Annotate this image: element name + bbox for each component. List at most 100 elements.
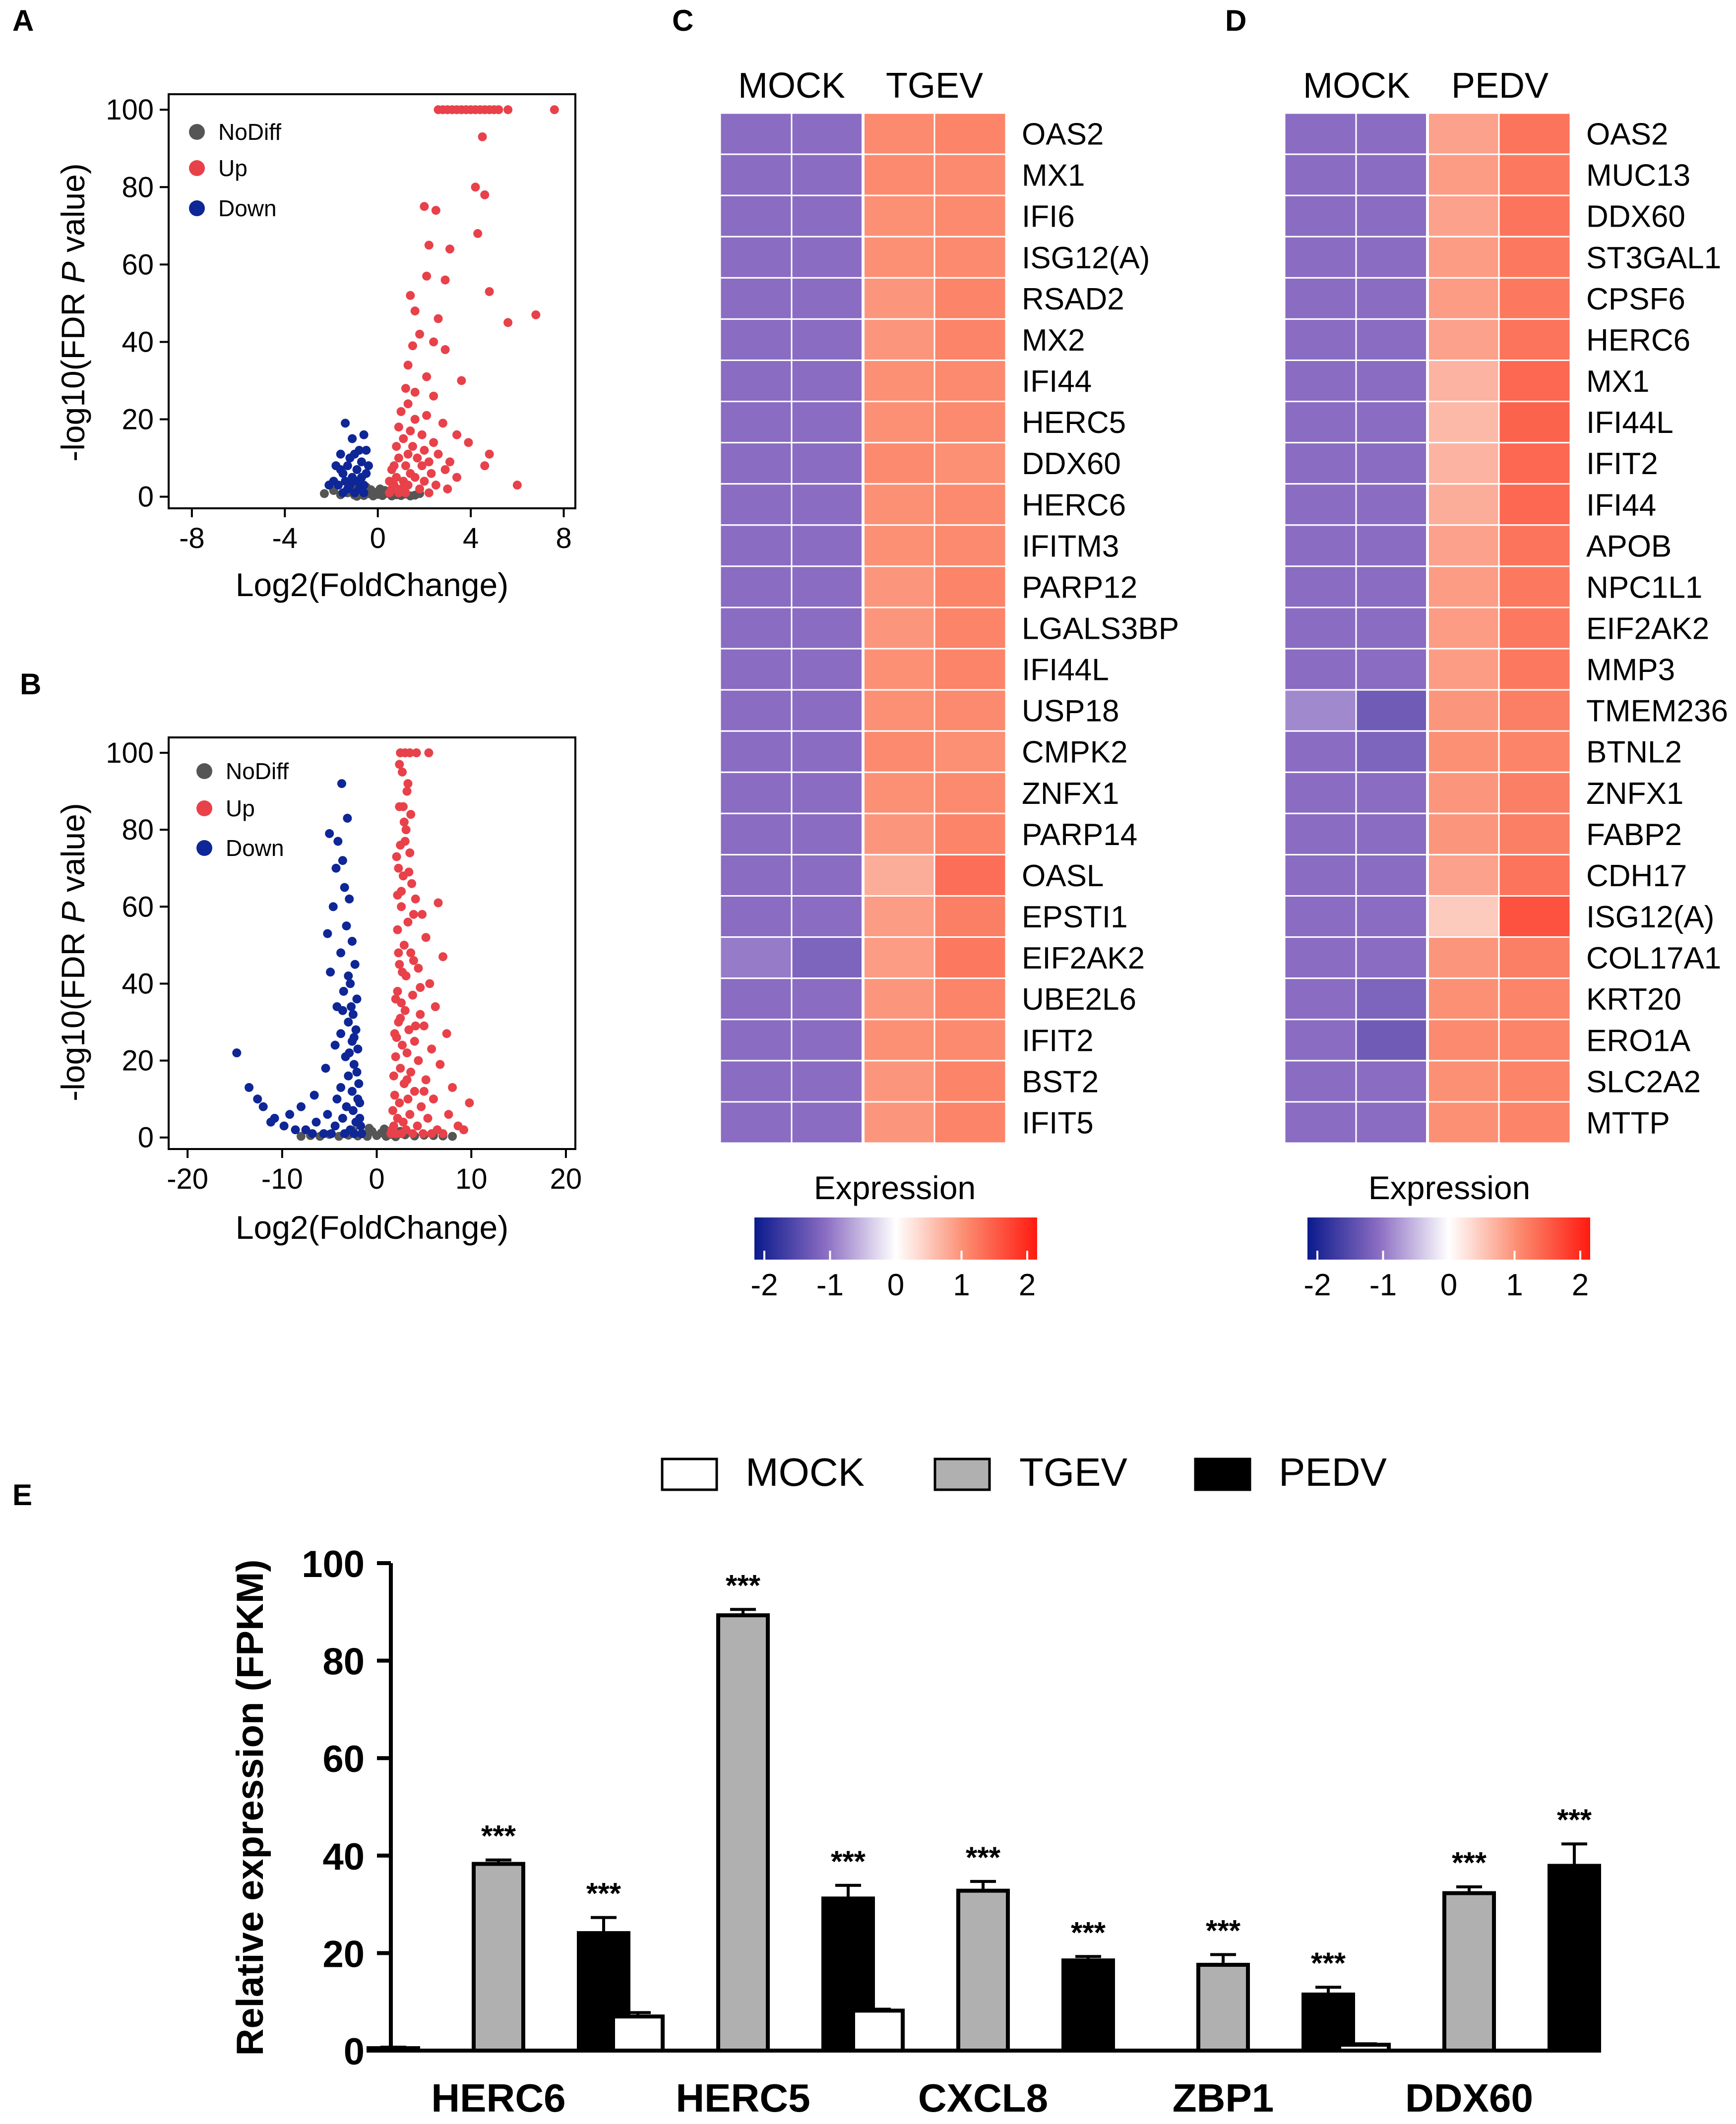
heatmap-cell [791,977,864,1021]
point-up [391,994,400,1004]
heatmap-cell [791,565,864,608]
row-label: CPSF6 [1586,282,1685,316]
point-up [409,956,418,965]
heatmap-cell [1284,359,1357,403]
point-up [403,917,413,927]
point-down [338,1113,347,1123]
scale-tick-label: 2 [1019,1268,1036,1302]
heatmap-cell [1426,730,1500,773]
point-down [285,1110,295,1119]
point-up [406,810,416,819]
heatmap-cell [1355,565,1428,608]
scatter-points [319,105,559,501]
point-up [494,105,503,115]
heatmap-cell [862,153,935,196]
legend-swatch-nodiff [196,763,212,779]
point-up [385,488,394,497]
point-up [410,415,420,424]
legend-swatch-tgev [933,1457,991,1491]
point-up [438,952,448,962]
y-tick-label: 60 [122,891,154,923]
point-down [351,1025,361,1034]
heatmap-cell [933,607,1007,650]
legend-label-nodiff: NoDiff [218,119,281,145]
legend: NoDiff Up Down [196,758,289,861]
row-label: MMP3 [1586,653,1675,687]
point-up [480,461,490,471]
heatmap-cell [933,277,1007,320]
heatmap-cell [1426,936,1500,979]
point-up [393,891,402,900]
row-label: HERC6 [1586,323,1690,358]
point-up [415,329,425,339]
point-down [352,994,362,1004]
y-axis-label: Relative expression (FPKM) [229,1560,271,2056]
heatmap-cell [933,771,1007,814]
point-down [345,1048,354,1058]
point-up [418,910,427,919]
heatmap-cell [1426,524,1500,567]
heatmap-cell [719,277,793,320]
y-tick-label: 60 [322,1738,365,1780]
heatmap-cell [1355,1019,1428,1062]
row-label: EIF2AK2 [1022,941,1145,975]
point-up [420,477,429,486]
point-down [279,1121,289,1131]
bar-pedv [1548,1864,1601,2053]
point-down [349,1129,359,1138]
point-down [232,1048,242,1058]
point-up [408,1129,417,1138]
point-down [266,1117,275,1127]
point-down [352,465,362,474]
point-down [323,929,332,938]
point-up [434,449,443,459]
heatmap-cell [862,194,935,238]
point-down [333,837,343,846]
y-tick-label: 100 [106,94,154,126]
row-label: IFI44 [1022,364,1092,399]
bar-pedv [1061,1958,1115,2053]
x-tick-label: 4 [463,522,479,554]
heatmap-cell [1426,895,1500,938]
row-label: COL17A1 [1586,941,1721,975]
heatmap-cell [1284,977,1357,1021]
point-up [443,484,452,493]
row-label: PARP14 [1022,818,1137,852]
point-up [410,306,420,316]
heatmap-cell [1355,977,1428,1021]
point-up [398,968,407,977]
x-axis-label: Log2(FoldChange) [236,566,508,603]
heatmap-cell [1498,977,1571,1021]
heatmap-cell [862,524,935,567]
y-axis-label-italic: P [55,901,91,923]
heatmap-cell [719,1101,793,1144]
point-down [364,461,373,471]
point-up [417,430,427,439]
row-label: FABP2 [1586,818,1682,852]
row-label: EPSTI1 [1022,900,1128,934]
point-down [342,1102,351,1111]
point-up [438,1129,448,1138]
row-label: MUC13 [1586,159,1690,193]
heatmap-cell [719,607,793,650]
heatmap-cell [1426,607,1500,650]
heatmap-cell [791,277,864,320]
point-down [350,960,360,969]
legend-swatch-mock [661,1457,718,1491]
point-up [402,1048,412,1058]
heatmap-cell [1498,318,1571,361]
point-up [409,910,418,919]
point-down [348,1010,358,1019]
point-up [420,445,429,455]
point-up [395,960,404,969]
point-up [424,457,434,467]
point-up [391,1052,400,1061]
point-up [416,1010,425,1019]
point-up [394,863,403,873]
legend-swatch-down [189,200,205,216]
point-up [427,1044,436,1054]
heatmap-cell [1426,1019,1500,1062]
y-tick-label: 100 [106,737,154,769]
legend-label-tgev: TGEV [1019,1450,1127,1494]
heatmap-cell [791,401,864,444]
